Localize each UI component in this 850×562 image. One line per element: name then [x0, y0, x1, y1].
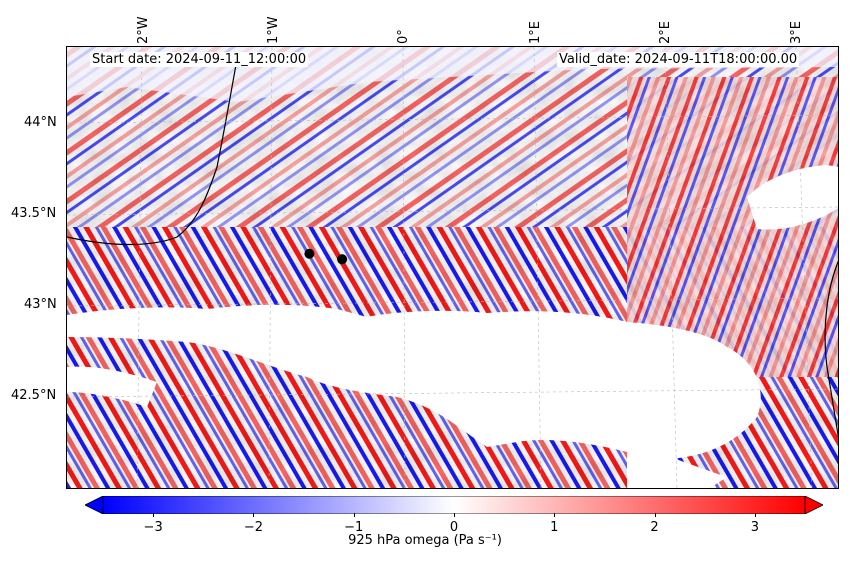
- lat-label-43-5n: 43.5°N: [11, 206, 57, 221]
- lon-label-2e: 2°E: [658, 21, 673, 44]
- colorbar-extend-high: [804, 496, 823, 514]
- omega-field-canvas: [67, 47, 838, 488]
- colorbar-label: 925 hPa omega (Pa s⁻¹): [348, 533, 502, 548]
- lon-label-1w: 1°W: [266, 16, 281, 44]
- terrain-mask-east: [747, 165, 838, 230]
- colorbar-tick-label: 2: [650, 520, 659, 535]
- point-of-interest-marker: [304, 248, 315, 259]
- lat-label-42-5n: 42.5°N: [11, 388, 57, 403]
- colorbar-extend-low: [85, 496, 104, 514]
- valid-date-label: Valid_date: 2024-09-11T18:00:00.00: [557, 52, 800, 67]
- coastline-mediterranean: [824, 260, 838, 438]
- colorbar-tick-label: −3: [143, 520, 163, 535]
- lon-label-0: 0°: [396, 29, 411, 44]
- omega-field-map: [66, 46, 839, 489]
- colorbar-tick-label: −1: [344, 520, 364, 535]
- colorbar-tick-label: 3: [750, 520, 759, 535]
- poi-layer: [304, 248, 348, 265]
- colorbar-tick-label: 0: [449, 520, 459, 535]
- colorbar-tick-mark: [554, 513, 556, 517]
- colorbar-tick-label: 1: [550, 520, 559, 535]
- colorbar-tick-mark: [253, 513, 255, 517]
- colorbar-tick-mark: [454, 513, 455, 517]
- colorbar-tick-mark: [654, 513, 656, 517]
- colorbar-tick-label: −2: [243, 520, 264, 535]
- start-date-label: Start date: 2024-09-11_12:00:00: [90, 52, 309, 67]
- coastline-bay-of-biscay: [67, 58, 238, 246]
- colorbar-tick-mark: [754, 513, 756, 517]
- point-of-interest-marker: [337, 254, 348, 265]
- lat-label-43n: 43°N: [24, 297, 57, 312]
- lon-label-2w: 2°W: [136, 16, 151, 44]
- lon-label-3e: 3°E: [789, 21, 804, 44]
- lat-label-44n: 44°N: [24, 115, 57, 130]
- terrain-mask-pyrenees: [67, 304, 761, 459]
- colorbar: [85, 496, 823, 514]
- colorbar-gradient: [102, 496, 806, 514]
- lon-label-1e: 1°E: [528, 21, 543, 44]
- graticule: [67, 47, 838, 488]
- colorbar-tick-mark: [153, 513, 155, 517]
- colorbar-tick-mark: [353, 513, 355, 517]
